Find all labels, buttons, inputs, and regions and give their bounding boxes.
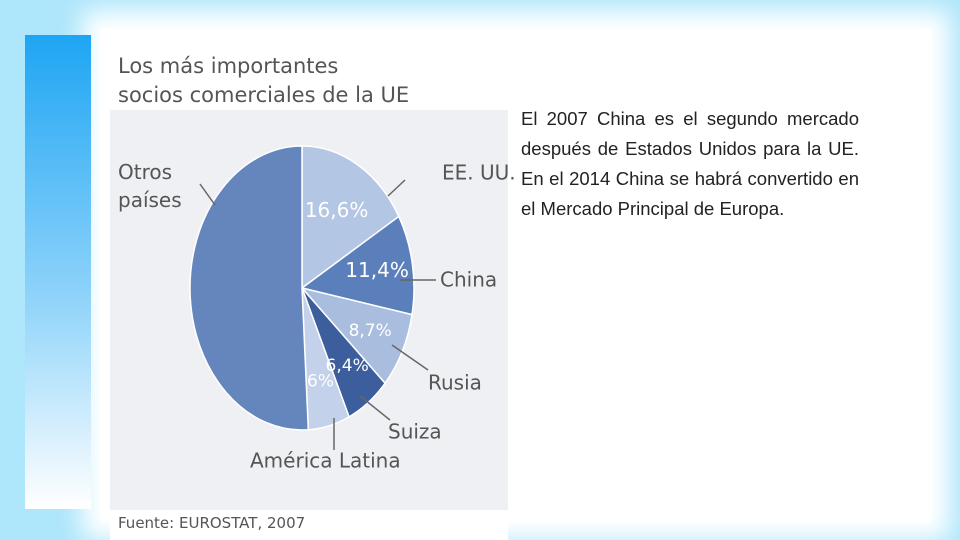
leader-line [387, 179, 406, 197]
data-label: 6,4% [326, 356, 369, 376]
category-label: Otros países [118, 160, 182, 212]
body-text: El 2007 China es el segundo mercado desp… [521, 108, 859, 219]
source-note: Fuente: EUROSTAT, 2007 [118, 514, 306, 532]
category-label: EE. UU. [442, 161, 516, 185]
category-label: China [440, 268, 497, 292]
pie-slice [189, 145, 310, 431]
chart-title: Los más importantes socios comerciales d… [118, 54, 410, 107]
leader-line [391, 344, 429, 371]
pie [189, 145, 415, 431]
data-label: 16,6% [305, 198, 369, 222]
leader-line [199, 183, 216, 206]
leader-lines [199, 179, 436, 450]
category-label: América Latina [250, 449, 401, 473]
category-label: Rusia [428, 371, 482, 395]
pie-slice [301, 145, 400, 290]
category-label: Suiza [388, 420, 442, 444]
data-label: 8,7% [349, 321, 392, 341]
data-label: 11,4% [345, 258, 409, 282]
accent-bar [25, 35, 91, 509]
leader-line [359, 395, 391, 421]
data-label: 6% [307, 372, 334, 392]
pie-slice [300, 215, 415, 316]
